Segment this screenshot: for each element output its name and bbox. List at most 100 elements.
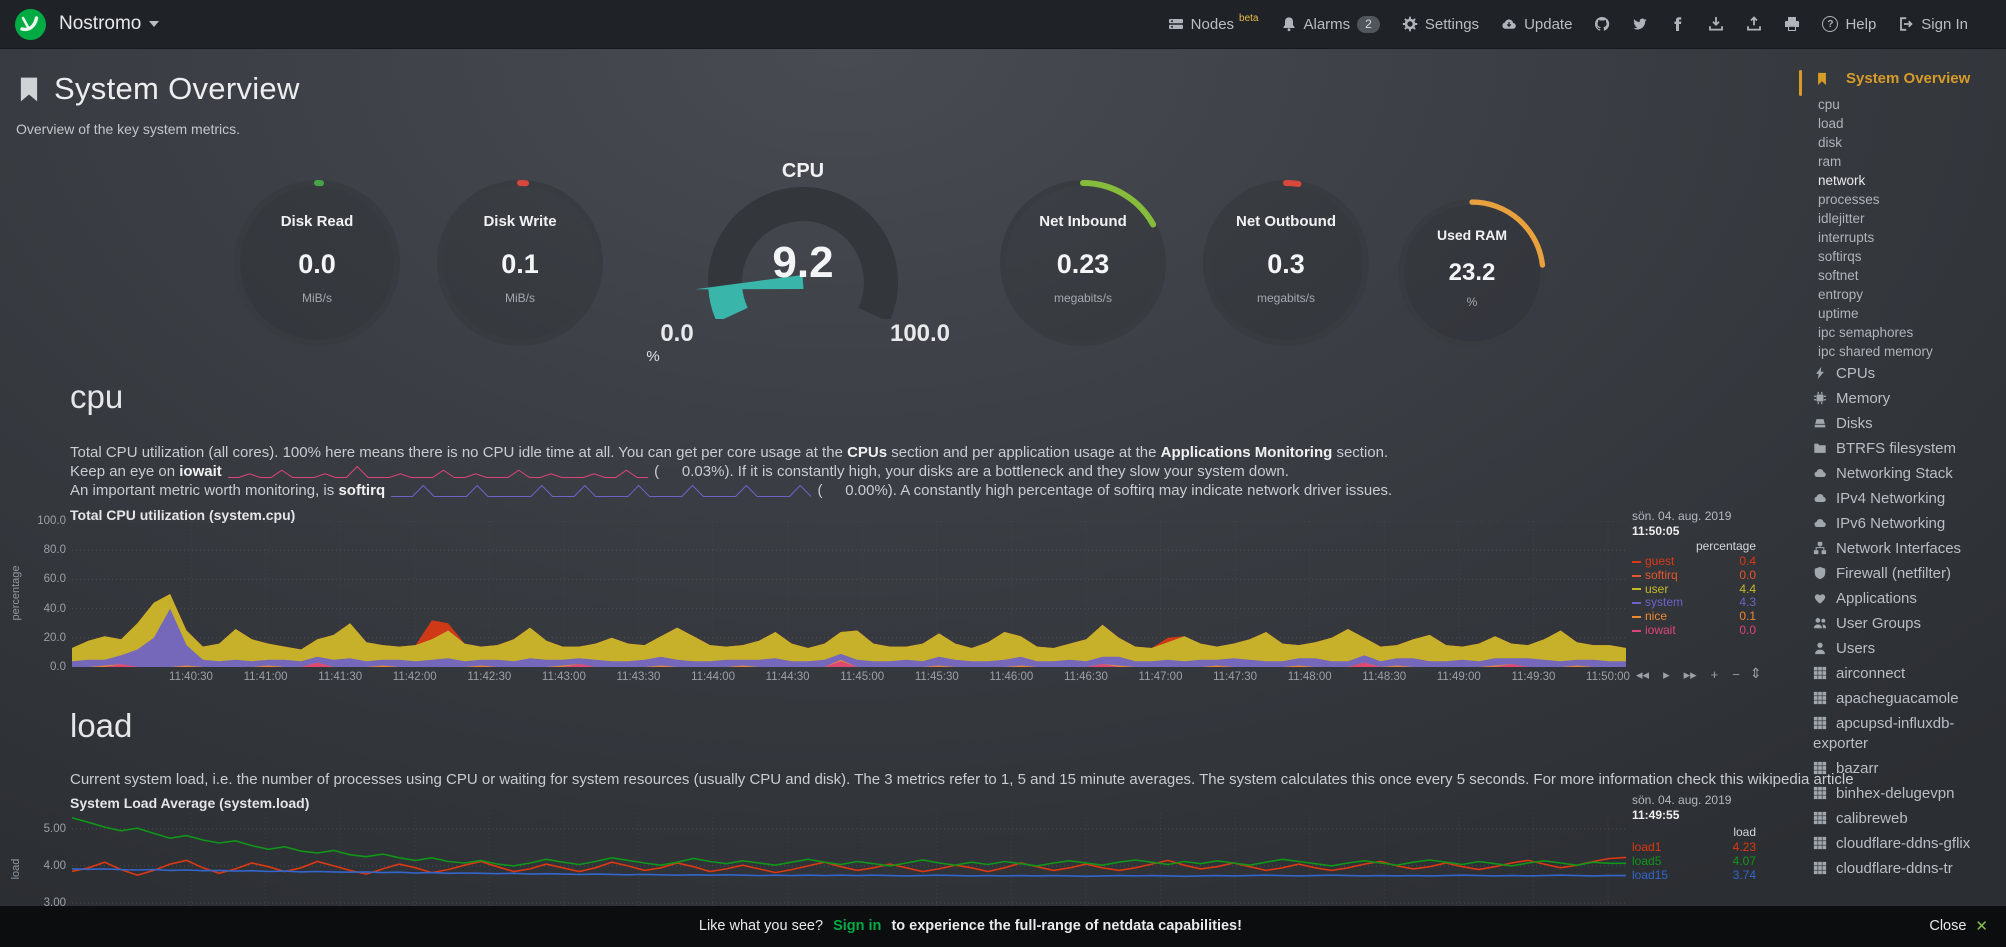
iowait-sparkline[interactable] — [227, 464, 648, 480]
banner-close-button[interactable]: Close ✕ — [1929, 906, 1988, 947]
facebook-button[interactable] — [1670, 16, 1686, 32]
legend-row-load5[interactable]: load5 4.07 — [1632, 854, 1756, 869]
applications-section-link[interactable]: Applications Monitoring — [1160, 444, 1333, 461]
x-tick-label: 11:50:00 — [1586, 671, 1630, 683]
sidebar-item-ipv4-networking[interactable]: IPv4 Networking — [1813, 486, 1999, 511]
disk-write-gauge[interactable]: Disk Write 0.1 MiB/s — [432, 175, 608, 351]
sidebar-item-networking-stack[interactable]: Networking Stack — [1813, 461, 1999, 486]
disk-read-gauge[interactable]: Disk Read 0.0 MiB/s — [229, 175, 405, 351]
sidebar-item-bazarr[interactable]: bazarr — [1813, 756, 1999, 781]
legend-row-load15[interactable]: load15 3.74 — [1632, 868, 1756, 883]
update-button[interactable]: Update — [1501, 16, 1572, 33]
pan-forward-button[interactable]: ▸▸ — [1683, 667, 1697, 682]
sidebar-subitem-network[interactable]: network — [1818, 173, 1866, 188]
sidebar-item-apcupsd-influxdb-exporter[interactable]: apcupsd-influxdb-exporter — [1813, 711, 1999, 756]
grid-icon — [1813, 811, 1827, 825]
legend-row-user[interactable]: user 4.4 — [1632, 582, 1756, 597]
sidebar-subitem-softnet[interactable]: softnet — [1818, 268, 1859, 283]
sidebar-subitem-ipc-semaphores[interactable]: ipc semaphores — [1818, 325, 1914, 340]
sidebar-item-user-groups[interactable]: User Groups — [1813, 611, 1999, 636]
zoom-in-button[interactable]: + — [1710, 667, 1719, 682]
cpu-chart-canvas[interactable] — [72, 521, 1626, 667]
zoom-out-button[interactable]: − — [1732, 667, 1740, 682]
cpu-gauge[interactable]: CPU 9.2 0.0 100.0 % — [646, 160, 953, 365]
legend-series-value: 0.1 — [1739, 609, 1756, 624]
pan-backward-button[interactable]: ◂◂ — [1636, 667, 1650, 682]
x-tick-label: 11:42:30 — [467, 671, 512, 683]
net-outbound-gauge[interactable]: Net Outbound 0.3 megabits/s — [1198, 175, 1374, 351]
sidebar-subitem-entropy[interactable]: entropy — [1818, 287, 1864, 302]
sidebar-subitem-ram[interactable]: ram — [1818, 154, 1842, 169]
load-chart-canvas[interactable] — [72, 813, 1626, 947]
sidebar-subitem-disk[interactable]: disk — [1818, 135, 1843, 150]
cpus-section-link[interactable]: CPUs — [847, 444, 888, 461]
sidebar-item-airconnect[interactable]: airconnect — [1813, 661, 1999, 686]
sidebar-item-firewall-netfilter-[interactable]: Firewall (netfilter) — [1813, 561, 1999, 586]
sidebar-subitem-cpu[interactable]: cpu — [1818, 97, 1840, 112]
netdata-logo-icon[interactable] — [14, 8, 47, 41]
sidebar-item-system-overview[interactable]: System Overview — [1815, 70, 2006, 87]
chart-resize-handle[interactable]: ⇕ — [1750, 665, 1762, 681]
help-button[interactable]: ? Help — [1822, 16, 1876, 33]
sidebar-subitem-processes[interactable]: processes — [1818, 192, 1880, 207]
hostname-menu[interactable]: Nostromo — [59, 13, 160, 35]
grid-icon — [1813, 786, 1827, 800]
legend-row-softirq[interactable]: softirq 0.0 — [1632, 568, 1756, 583]
sidebar-subitem-load[interactable]: load — [1818, 116, 1844, 131]
import-snapshot-button[interactable] — [1746, 16, 1762, 32]
legend-series-value: 4.3 — [1739, 595, 1756, 610]
gauge-unit: megabits/s — [1256, 291, 1316, 305]
y-tick-label: 40.0 — [43, 602, 66, 615]
twitter-button[interactable] — [1632, 16, 1648, 32]
sidebar-item-users[interactable]: Users — [1813, 636, 1999, 661]
sidebar-subitem-idlejitter[interactable]: idlejitter — [1818, 211, 1865, 226]
legend-row-guest[interactable]: guest 0.4 — [1632, 554, 1756, 569]
sidebar-item-disks[interactable]: Disks — [1813, 411, 1999, 436]
cloud-update-icon — [1501, 16, 1517, 32]
sidebar-item-network-interfaces[interactable]: Network Interfaces — [1813, 536, 1999, 561]
export-snapshot-button[interactable] — [1708, 16, 1724, 32]
used-ram-gauge[interactable]: Used RAM 23.2 % — [1394, 195, 1550, 351]
softirq-sparkline[interactable] — [391, 483, 812, 499]
page-header: System Overview — [16, 71, 300, 107]
legend-row-load1[interactable]: load1 4.23 — [1632, 840, 1756, 855]
text: Keep an eye on — [70, 463, 180, 480]
signin-label: Sign In — [1921, 15, 1968, 33]
x-tick-label: 11:46:00 — [989, 671, 1034, 683]
cloud-icon — [1813, 516, 1827, 530]
sidebar-subitem-interrupts[interactable]: interrupts — [1818, 230, 1875, 245]
sidebar-subitem-ipc-shared-memory[interactable]: ipc shared memory — [1818, 344, 1933, 359]
cpu-section-heading: cpu — [70, 378, 124, 415]
grid-icon — [1813, 716, 1827, 730]
sidebar-item-cloudflare-ddns-gflix[interactable]: cloudflare-ddns-gflix — [1813, 831, 1999, 856]
sidebar-item-binhex-delugevpn[interactable]: binhex-delugevpn — [1813, 781, 1999, 806]
net-inbound-gauge[interactable]: Net Inbound 0.23 megabits/s — [995, 175, 1171, 351]
legend-row-iowait[interactable]: iowait 0.0 — [1632, 623, 1756, 638]
sidebar-item-ipv6-networking[interactable]: IPv6 Networking — [1813, 511, 1999, 536]
legend-row-nice[interactable]: nice 0.1 — [1632, 609, 1756, 624]
github-button[interactable] — [1594, 16, 1610, 32]
sidebar-item-cloudflare-ddns-tr[interactable]: cloudflare-ddns-tr — [1813, 856, 1999, 881]
alarms-button[interactable]: Alarms 2 — [1281, 15, 1380, 33]
print-button[interactable] — [1784, 16, 1800, 32]
sidebar-item-apacheguacamole[interactable]: apacheguacamole — [1813, 686, 1999, 711]
legend-series-name: nice — [1632, 609, 1667, 624]
sidebar-item-btrfs-filesystem[interactable]: BTRFS filesystem — [1813, 436, 1999, 461]
sidebar-subitem-uptime[interactable]: uptime — [1818, 306, 1859, 321]
legend-row-system[interactable]: system 4.3 — [1632, 596, 1756, 610]
play-button[interactable]: ▸ — [1663, 667, 1670, 682]
chart-title: System Load Average (system.load) — [70, 795, 310, 811]
sidebar-subitem-softirqs[interactable]: softirqs — [1818, 249, 1862, 264]
sidebar-item-memory[interactable]: Memory — [1813, 386, 1999, 411]
sidebar-item-cpus[interactable]: CPUs — [1813, 361, 1999, 386]
sidebar-item-calibreweb[interactable]: calibreweb — [1813, 806, 1999, 831]
signin-banner: Like what you see? Sign in to experience… — [0, 906, 2006, 947]
signin-button[interactable]: Sign In — [1898, 16, 1968, 33]
settings-button[interactable]: Settings — [1402, 16, 1479, 33]
x-tick-label: 11:47:00 — [1138, 671, 1183, 683]
sidebar-item-applications[interactable]: Applications — [1813, 586, 1999, 611]
network-icon — [1813, 541, 1827, 555]
nodes-button[interactable]: Nodes beta — [1168, 13, 1259, 33]
banner-signin-link[interactable]: Sign in — [833, 918, 882, 934]
